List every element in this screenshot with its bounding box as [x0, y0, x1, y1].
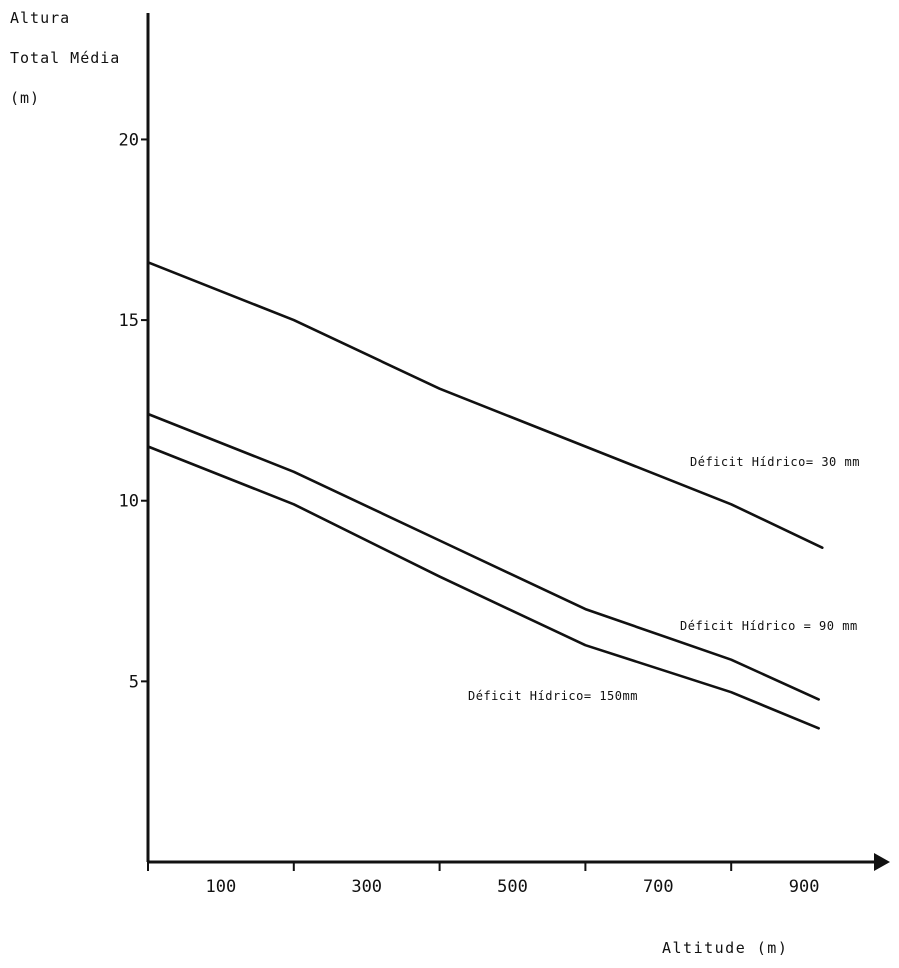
y-tick-label: 10	[119, 492, 139, 512]
series-label-3: Déficit Hídrico= 150mm	[468, 689, 638, 703]
series-line-2	[146, 412, 821, 701]
series-lines	[146, 260, 824, 730]
series-line-3	[146, 445, 821, 730]
series-labels: Déficit Hídrico= 30 mm Déficit Hídrico = …	[468, 455, 860, 703]
x-tick-label: 500	[497, 877, 528, 897]
y-axis-title-line: Total Média	[10, 49, 120, 67]
y-axis-title-line: Altura	[10, 9, 70, 27]
x-axis-title: Altitude (m)	[662, 939, 788, 957]
x-axis-arrowhead	[874, 853, 890, 871]
series-line-1	[146, 260, 824, 550]
series-label-1: Déficit Hídrico= 30 mm	[690, 455, 860, 469]
x-tick-label: 700	[643, 877, 674, 897]
y-axis-title-line: (m)	[10, 89, 40, 107]
axes	[146, 13, 890, 871]
series-label-2: Déficit Hídrico = 90 mm	[680, 619, 858, 633]
y-axis-title: Altura Total Média (m)	[10, 9, 120, 107]
y-tick-label: 15	[119, 311, 139, 331]
x-tick-label: 900	[789, 877, 820, 897]
y-tick-label: 5	[129, 672, 139, 692]
x-tick-label: 300	[351, 877, 382, 897]
x-tick-label: 100	[206, 877, 237, 897]
ticks: 5 10 15 20 100 300 500 700 900	[119, 130, 820, 897]
y-tick-label: 20	[119, 130, 139, 150]
